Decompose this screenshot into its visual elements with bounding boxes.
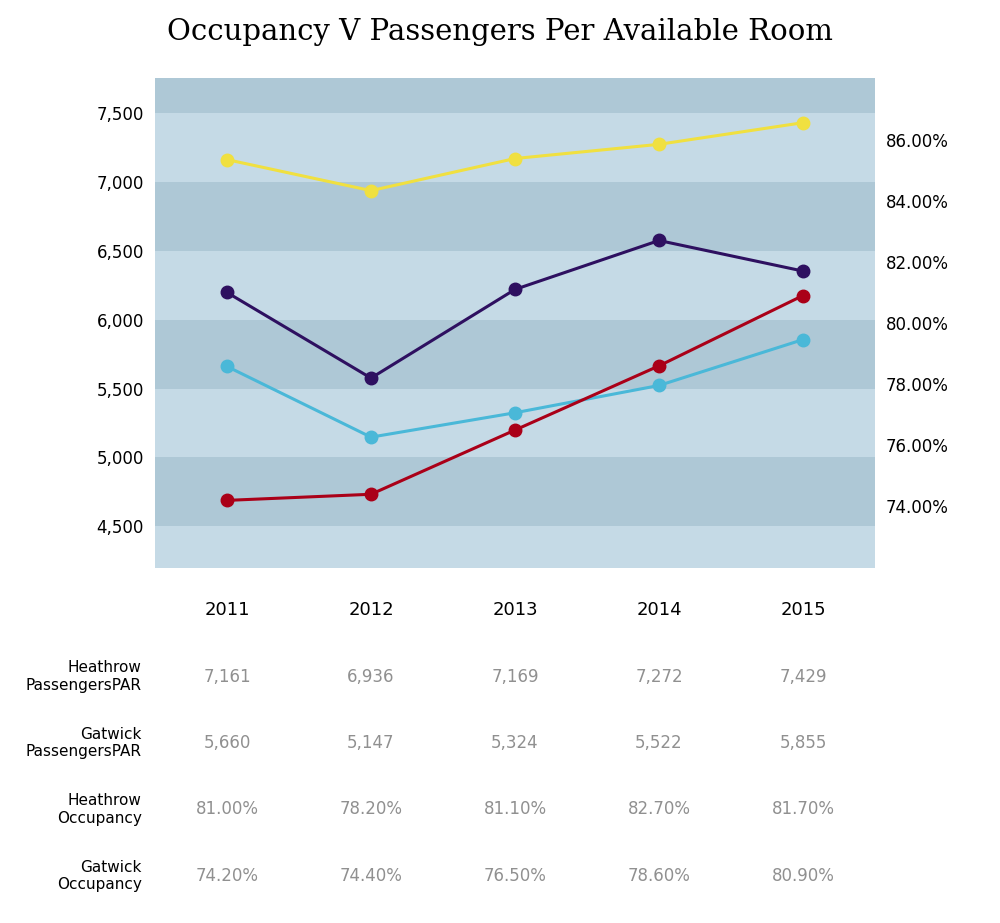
- Text: 74.40%: 74.40%: [340, 867, 402, 885]
- Bar: [155, 78, 875, 113]
- Bar: [155, 458, 875, 526]
- Text: Occupancy V Passengers Per Available Room: Occupancy V Passengers Per Available Roo…: [167, 18, 833, 46]
- Text: 76.50%: 76.50%: [484, 867, 546, 885]
- Bar: [155, 389, 875, 458]
- Text: 7,169: 7,169: [491, 667, 539, 686]
- Text: 2014: 2014: [636, 601, 682, 619]
- Text: 81.00%: 81.00%: [196, 800, 258, 819]
- Text: Gatwick
PassengersPAR: Gatwick PassengersPAR: [26, 726, 142, 760]
- Text: 82.70%: 82.70%: [628, 800, 690, 819]
- Text: 7,429: 7,429: [779, 667, 827, 686]
- Text: 78.20%: 78.20%: [340, 800, 402, 819]
- Text: 5,522: 5,522: [635, 734, 683, 752]
- Text: 5,660: 5,660: [203, 734, 251, 752]
- Bar: [155, 319, 875, 389]
- Text: 5,147: 5,147: [347, 734, 395, 752]
- Bar: [155, 182, 875, 251]
- Text: 7,272: 7,272: [635, 667, 683, 686]
- Text: Heathrow
PassengersPAR: Heathrow PassengersPAR: [26, 660, 142, 693]
- Text: 2015: 2015: [780, 601, 826, 619]
- Text: 7,161: 7,161: [203, 667, 251, 686]
- Text: 5,324: 5,324: [491, 734, 539, 752]
- Bar: [155, 251, 875, 319]
- Bar: [155, 113, 875, 182]
- Text: 2012: 2012: [348, 601, 394, 619]
- Text: 74.20%: 74.20%: [196, 867, 258, 885]
- Text: 81.70%: 81.70%: [772, 800, 834, 819]
- Text: Gatwick
Occupancy: Gatwick Occupancy: [57, 859, 142, 893]
- Text: 2013: 2013: [492, 601, 538, 619]
- Text: 5,855: 5,855: [779, 734, 827, 752]
- Bar: [155, 526, 875, 568]
- Text: 80.90%: 80.90%: [772, 867, 834, 885]
- Text: 2011: 2011: [204, 601, 250, 619]
- Text: 78.60%: 78.60%: [628, 867, 690, 885]
- Text: 6,936: 6,936: [347, 667, 395, 686]
- Text: Heathrow
Occupancy: Heathrow Occupancy: [57, 793, 142, 826]
- Text: 81.10%: 81.10%: [483, 800, 547, 819]
